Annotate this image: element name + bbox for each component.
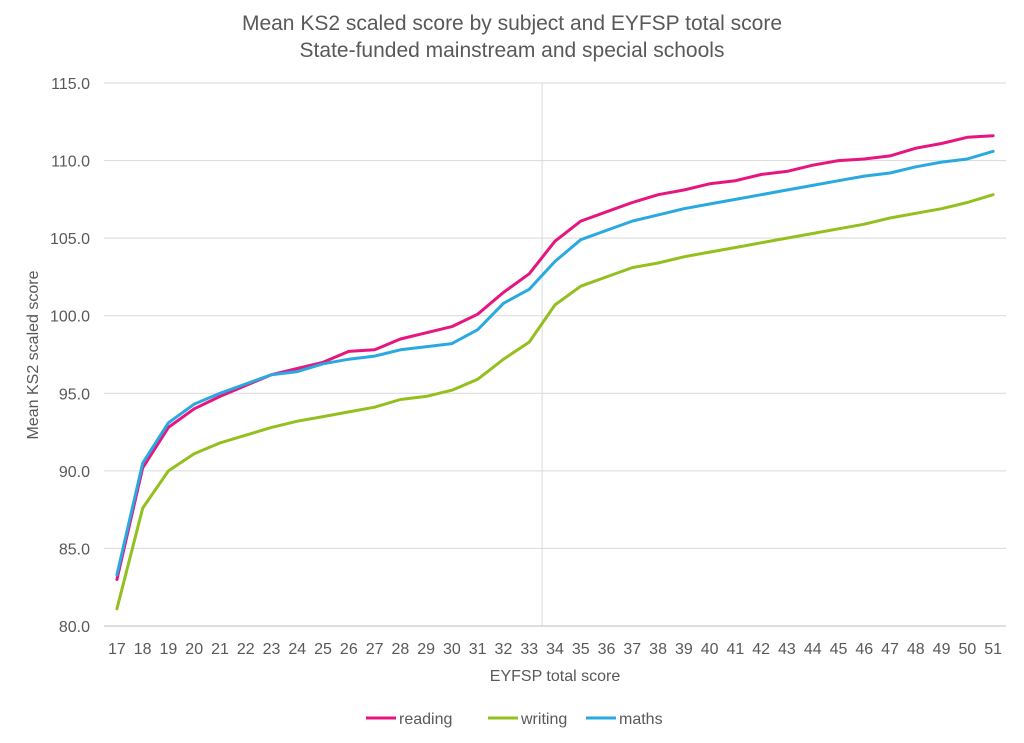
x-tick-label: 25 [314, 641, 332, 658]
x-tick-label: 44 [804, 641, 822, 658]
x-tick-label: 32 [495, 641, 513, 658]
x-tick-label: 41 [727, 641, 745, 658]
x-tick-label: 48 [907, 641, 925, 658]
x-tick-label: 20 [185, 641, 203, 658]
x-tick-label: 50 [958, 641, 976, 658]
legend-label-maths: maths [619, 711, 663, 728]
x-tick-label: 42 [752, 641, 770, 658]
x-tick-label: 39 [675, 641, 693, 658]
x-tick-label: 27 [366, 641, 384, 658]
x-tick-label: 40 [701, 641, 719, 658]
x-axis-label: EYFSP total score [490, 668, 621, 685]
y-tick-label: 80.0 [59, 619, 90, 636]
y-axis-ticks: 80.0 85.0 90.0 95.0 100.0 105.0 110.0 115.0 [50, 76, 90, 636]
x-tick-label: 37 [623, 641, 641, 658]
y-tick-label: 115.0 [51, 76, 90, 93]
x-tick-label: 29 [417, 641, 435, 658]
x-tick-label: 34 [546, 641, 564, 658]
series-line-maths [115, 149, 995, 577]
y-tick-label: 110.0 [51, 154, 90, 171]
x-tick-label: 24 [288, 641, 306, 658]
y-tick-label: 90.0 [59, 464, 90, 481]
y-tick-label: 105.0 [50, 231, 90, 248]
x-tick-label: 23 [263, 641, 281, 658]
legend: reading writing maths [366, 711, 663, 728]
x-tick-label: 36 [598, 641, 616, 658]
legend-label-reading: reading [399, 711, 452, 728]
x-tick-label: 18 [134, 641, 152, 658]
y-axis-label: Mean KS2 scaled score [25, 270, 42, 439]
series-lines [115, 134, 995, 611]
x-tick-label: 31 [469, 641, 487, 658]
x-tick-label: 46 [855, 641, 873, 658]
x-tick-label: 17 [108, 641, 126, 658]
series-line-reading [115, 134, 995, 581]
chart-subtitle: State-funded mainstream and special scho… [300, 39, 725, 62]
x-tick-label: 49 [933, 641, 951, 658]
x-tick-label: 19 [160, 641, 178, 658]
x-tick-label: 21 [211, 641, 229, 658]
series-line-writing [115, 193, 995, 611]
x-tick-label: 45 [830, 641, 848, 658]
y-tick-label: 85.0 [59, 541, 90, 558]
gridlines [104, 82, 1006, 627]
chart-title: Mean KS2 scaled score by subject and EYF… [242, 12, 782, 35]
x-tick-label: 22 [237, 641, 255, 658]
x-tick-label: 38 [649, 641, 667, 658]
x-tick-label: 43 [778, 641, 796, 658]
x-tick-label: 35 [572, 641, 590, 658]
legend-label-writing: writing [520, 711, 567, 728]
x-tick-label: 26 [340, 641, 358, 658]
x-tick-label: 51 [984, 641, 1002, 658]
x-tick-label: 28 [391, 641, 409, 658]
y-tick-label: 100.0 [50, 309, 90, 326]
x-tick-label: 33 [520, 641, 538, 658]
y-tick-label: 95.0 [59, 386, 90, 403]
x-tick-label: 47 [881, 641, 899, 658]
x-axis-ticks: 17 18 19 20 21 22 23 24 25 26 27 28 29 30 31 32 33 34 35 36… [108, 641, 1002, 658]
x-tick-label: 30 [443, 641, 461, 658]
